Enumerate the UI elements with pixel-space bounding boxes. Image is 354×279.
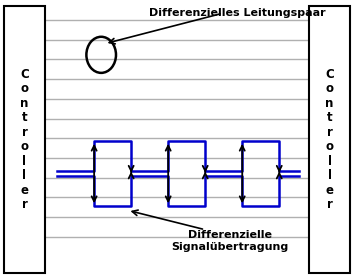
Text: C
o
n
t
r
o
l
l
e
r: C o n t r o l l e r [325, 68, 334, 211]
Text: Differenzielle
Signalübertragung: Differenzielle Signalübertragung [171, 230, 289, 252]
Text: C
o
n
t
r
o
l
l
e
r: C o n t r o l l e r [20, 68, 29, 211]
Bar [4, 6, 45, 273]
Bar [309, 6, 350, 273]
Text: Differenzielles Leitungspaar: Differenzielles Leitungspaar [149, 8, 325, 18]
